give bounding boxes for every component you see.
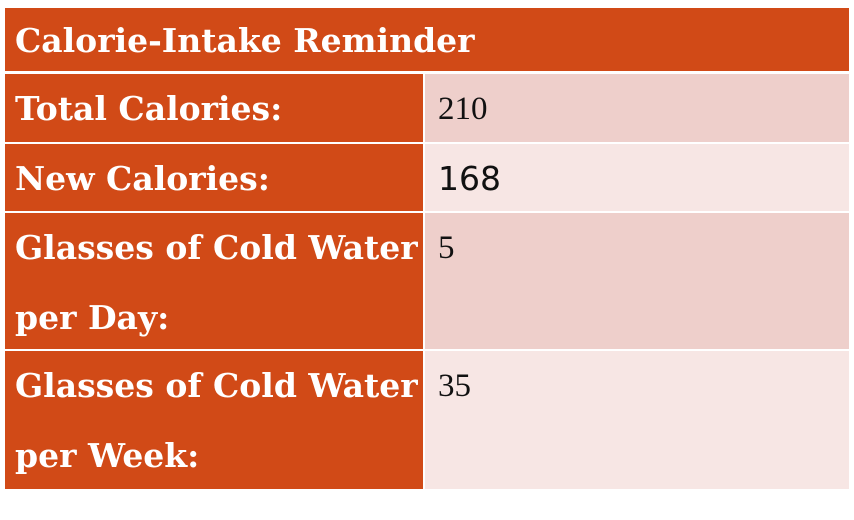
row-value: 5 — [425, 213, 849, 349]
table-row-total-calories: Total Calories: 210 — [5, 74, 849, 144]
row-value: 168 — [425, 144, 849, 211]
table-row-glasses-per-day: Glasses of Cold Water per Day: 5 — [5, 213, 849, 351]
row-label: Glasses of Cold Water per Day: — [5, 213, 425, 349]
table-row-glasses-per-week: Glasses of Cold Water per Week: 35 — [5, 351, 849, 489]
row-label: Glasses of Cold Water per Week: — [5, 351, 425, 489]
table-title: Calorie-Intake Reminder — [15, 21, 475, 60]
table-row-new-calories: New Calories: 168 — [5, 144, 849, 213]
row-value: 35 — [425, 351, 849, 489]
table-header-row: Calorie-Intake Reminder — [5, 8, 849, 74]
row-label: New Calories: — [5, 144, 425, 211]
row-label: Total Calories: — [5, 74, 425, 142]
calorie-intake-table: Calorie-Intake Reminder Total Calories: … — [5, 8, 849, 489]
row-value: 210 — [425, 74, 849, 142]
